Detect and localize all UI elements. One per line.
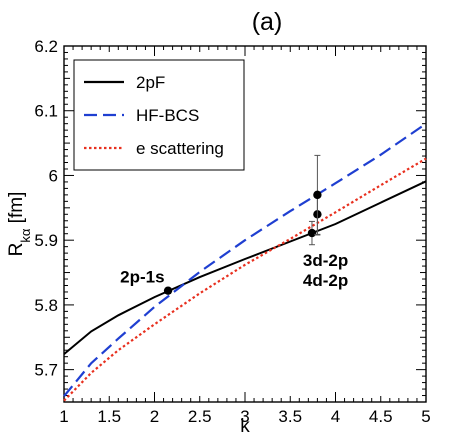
y-tick-label: 6.2 (34, 37, 58, 56)
series-line-e-scattering (63, 157, 427, 402)
x-tick-label: 4.5 (369, 407, 393, 426)
x-tick-label: 3.5 (278, 407, 302, 426)
y-axis-title: Rkα [fm] (6, 192, 33, 257)
series-line-hf-bcs (63, 122, 427, 397)
legend-label-e-scattering: e scattering (136, 139, 224, 158)
y-tick-label: 5.9 (34, 231, 58, 250)
annotation-2p-1s: 2p-1s (120, 267, 164, 286)
legend-label-HF-BCS: HF-BCS (136, 106, 199, 125)
data-point (163, 286, 173, 295)
y-tick-label: 6.1 (34, 102, 58, 121)
chart-title: (a) (252, 8, 283, 36)
legend: 2pF HF-BCS e scattering (73, 59, 245, 171)
legend-box (73, 59, 245, 171)
x-tick-label: 1 (59, 407, 68, 426)
series-line-2pf (63, 180, 427, 355)
svg-text:Rkα [fm]: Rkα [fm] (6, 192, 33, 257)
annotation-4d-2p: 4d-2p (303, 271, 348, 290)
y-axis-title-symbol: R (6, 243, 27, 257)
x-tick-label: 5 (421, 407, 430, 426)
x-axis-title: k (240, 416, 250, 437)
x-tick-label: 3 (240, 407, 249, 426)
y-tick-label: 5.8 (34, 296, 58, 315)
x-tick-label: 2 (150, 407, 159, 426)
legend-label-2pF: 2pF (136, 73, 165, 92)
y-axis-title-unit: [fm] (6, 192, 27, 229)
x-tick-label: 4 (331, 407, 340, 426)
x-tick-label: 2.5 (188, 407, 212, 426)
data-point (307, 228, 317, 238)
x-tick-label: 1.5 (97, 407, 121, 426)
y-axis-title-subscript: kα (18, 228, 33, 243)
y-tick-label: 5.7 (34, 361, 58, 380)
annotation-3d-2p: 3d-2p (303, 251, 348, 270)
data-point (313, 190, 322, 200)
y-tick-label: 6 (49, 166, 58, 185)
